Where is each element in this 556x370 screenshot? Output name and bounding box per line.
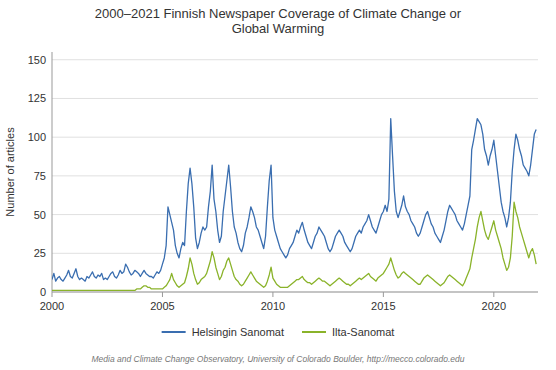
x-tick <box>162 292 163 297</box>
grid-line <box>52 59 538 60</box>
x-tick-label: 2020 <box>482 300 506 312</box>
source: Media and Climate Change Observatory, Un… <box>91 354 464 364</box>
title: 2000–2021 Finnish Newspaper Coverage of … <box>95 6 462 36</box>
x-tick-label: 2005 <box>150 300 174 312</box>
y-tick-label: 125 <box>28 92 46 104</box>
y-axis-label: Number of articles <box>4 127 16 217</box>
series-line <box>52 202 536 290</box>
y-tick-label: 25 <box>34 247 46 259</box>
x-tick-label: 2000 <box>40 300 64 312</box>
y-tick-label: 100 <box>28 131 46 143</box>
legend-label: Helsingin Sanomat <box>192 326 284 338</box>
x-tick <box>272 292 273 297</box>
x-tick <box>493 292 494 297</box>
lines <box>52 119 536 291</box>
grid-line <box>52 292 538 293</box>
legend-swatch <box>302 331 326 333</box>
x-tick <box>52 292 53 297</box>
grid <box>52 60 538 292</box>
grid-line <box>52 137 538 138</box>
y-tick-label: 75 <box>34 170 46 182</box>
y-axis-line <box>52 52 53 292</box>
x-tick-label: 2010 <box>261 300 285 312</box>
grid-line <box>52 98 538 99</box>
chart: 2000–2021 Finnish Newspaper Coverage of … <box>0 0 556 370</box>
legend-item: Helsingin Sanomat <box>162 326 284 338</box>
grid-line <box>52 253 538 254</box>
title-line: Global Warming <box>232 21 325 36</box>
x-axis-line <box>52 292 538 293</box>
title-line: 2000–2021 Finnish Newspaper Coverage of … <box>95 6 462 21</box>
grid-line <box>52 214 538 215</box>
y-tick-label: 150 <box>28 54 46 66</box>
legend-label: Ilta-Sanomat <box>332 326 394 338</box>
legend-swatch <box>162 331 186 333</box>
x-tick <box>383 292 384 297</box>
series-line <box>52 119 536 282</box>
y-tick-label: 0 <box>40 286 46 298</box>
grid-line <box>52 175 538 176</box>
legend-item: Ilta-Sanomat <box>302 326 394 338</box>
x-tick-label: 2015 <box>371 300 395 312</box>
y-tick-label: 50 <box>34 209 46 221</box>
legend: Helsingin Sanomat Ilta-Sanomat <box>162 326 395 338</box>
